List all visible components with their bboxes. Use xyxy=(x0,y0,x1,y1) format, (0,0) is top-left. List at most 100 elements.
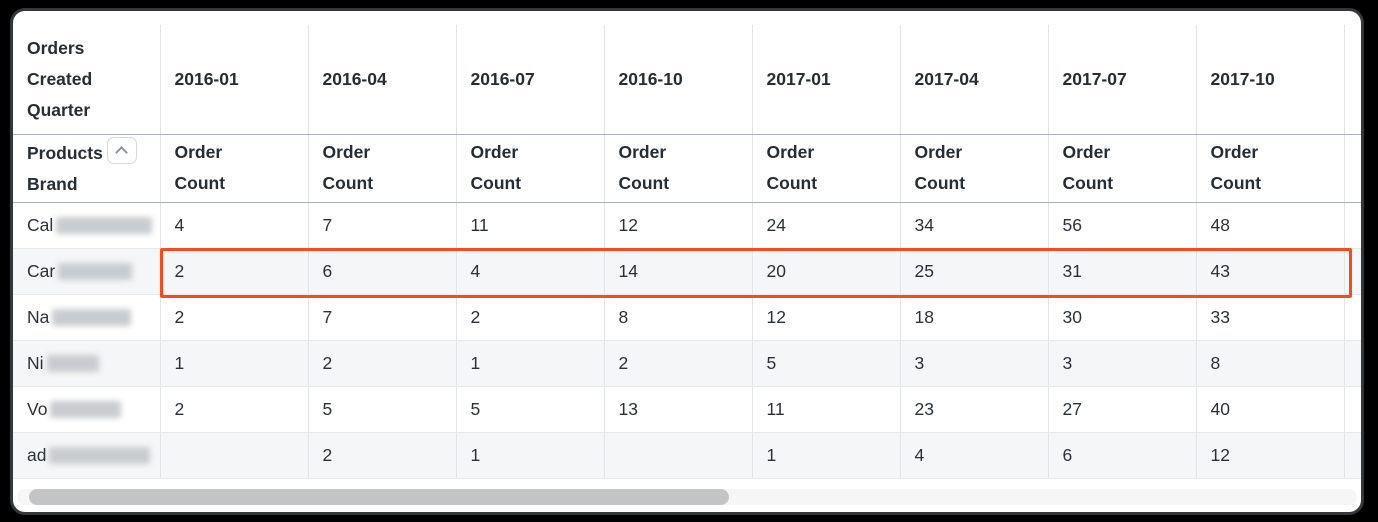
order-count-cell[interactable]: 1 xyxy=(752,432,901,479)
order-count-cell[interactable]: 12 xyxy=(752,294,901,341)
measure-header[interactable]: Order Count xyxy=(900,134,1049,203)
dimension-label-line1: Products xyxy=(27,142,103,163)
order-count-cell[interactable]: 25 xyxy=(900,248,1049,295)
order-count-cell[interactable]: 1 xyxy=(160,340,309,387)
order-count-cell[interactable]: 2 xyxy=(604,340,753,387)
clipped-column-stub xyxy=(1344,248,1361,295)
order-count-cell[interactable]: 34 xyxy=(900,202,1049,249)
quarter-label: 2017-01 xyxy=(766,68,831,89)
sort-chevron-button[interactable] xyxy=(106,136,137,164)
clipped-column-stub xyxy=(1344,25,1361,135)
brand-cell[interactable]: Na xyxy=(13,294,161,341)
quarter-header[interactable]: 2016-04 xyxy=(308,25,457,135)
brand-cell[interactable]: Car xyxy=(13,248,161,295)
order-count-cell[interactable]: 8 xyxy=(1196,340,1345,387)
table-row: ad 2 1 1 4 6 12 xyxy=(13,432,1361,479)
order-count-cell[interactable]: 12 xyxy=(604,202,753,249)
order-count-cell[interactable] xyxy=(160,432,309,479)
brand-cell[interactable]: Ni xyxy=(13,340,161,387)
order-count-cell[interactable]: 14 xyxy=(604,248,753,295)
order-count-cell[interactable]: 2 xyxy=(160,294,309,341)
order-count-cell[interactable]: 33 xyxy=(1196,294,1345,341)
brand-cell[interactable]: Cal xyxy=(13,202,161,249)
order-count-cell[interactable]: 3 xyxy=(1048,340,1197,387)
order-count-cell[interactable]: 7 xyxy=(308,294,457,341)
quarter-header[interactable]: 2017-07 xyxy=(1048,25,1197,135)
table-row: Cal 4 7 11 12 24 34 56 48 xyxy=(13,202,1361,249)
order-count-cell[interactable]: 24 xyxy=(752,202,901,249)
quarter-header[interactable]: 2017-10 xyxy=(1196,25,1345,135)
measure-header[interactable]: Order Count xyxy=(308,134,457,203)
horizontal-scrollbar-track[interactable] xyxy=(17,489,1357,505)
order-count-cell[interactable]: 5 xyxy=(752,340,901,387)
order-count-cell[interactable]: 3 xyxy=(900,340,1049,387)
order-count-cell[interactable]: 7 xyxy=(308,202,457,249)
order-count-cell[interactable]: 56 xyxy=(1048,202,1197,249)
order-count-cell[interactable]: 2 xyxy=(160,386,309,433)
order-count-cell[interactable]: 13 xyxy=(604,386,753,433)
order-count-cell[interactable]: 4 xyxy=(900,432,1049,479)
order-count-cell[interactable]: 31 xyxy=(1048,248,1197,295)
measure-header[interactable]: Order Count xyxy=(160,134,309,203)
measure-header[interactable]: Order Count xyxy=(1048,134,1197,203)
quarter-label: 2016-10 xyxy=(618,68,683,89)
measure-label: Order Count xyxy=(766,142,818,193)
order-count-cell[interactable]: 11 xyxy=(752,386,901,433)
measure-header[interactable]: Order Count xyxy=(456,134,605,203)
order-count-cell[interactable]: 43 xyxy=(1196,248,1345,295)
measure-header[interactable]: Order Count xyxy=(1196,134,1345,203)
order-count-cell[interactable]: 48 xyxy=(1196,202,1345,249)
quarter-header[interactable]: 2016-01 xyxy=(160,25,309,135)
table-row: Na 2 7 2 8 12 18 30 33 xyxy=(13,294,1361,341)
order-count-cell[interactable]: 30 xyxy=(1048,294,1197,341)
corner-header: Orders Created Quarter xyxy=(13,25,161,135)
quarter-header[interactable]: 2016-07 xyxy=(456,25,605,135)
order-count-cell[interactable]: 5 xyxy=(308,386,457,433)
brand-cell[interactable]: ad xyxy=(13,432,161,479)
order-count-cell[interactable]: 2 xyxy=(160,248,309,295)
brand-smudge xyxy=(52,308,132,326)
order-count-cell[interactable]: 5 xyxy=(456,386,605,433)
clipped-column-stub xyxy=(1344,386,1361,433)
order-count-cell[interactable]: 4 xyxy=(456,248,605,295)
measure-header-row: Products Brand Order Count Order Count O… xyxy=(13,134,1361,203)
order-count-cell[interactable]: 40 xyxy=(1196,386,1345,433)
quarter-header[interactable]: 2017-04 xyxy=(900,25,1049,135)
order-count-cell[interactable]: 18 xyxy=(900,294,1049,341)
order-count-cell[interactable]: 6 xyxy=(1048,432,1197,479)
dimension-label-line2: Brand xyxy=(27,173,78,194)
order-count-cell[interactable]: 2 xyxy=(456,294,605,341)
horizontal-scrollbar-thumb[interactable] xyxy=(29,489,729,505)
dimension-header[interactable]: Products Brand xyxy=(13,134,161,203)
brand-smudge xyxy=(58,262,133,280)
order-count-cell[interactable]: 23 xyxy=(900,386,1049,433)
measure-header[interactable]: Order Count xyxy=(604,134,753,203)
quarter-label: 2016-07 xyxy=(470,68,535,89)
order-count-cell[interactable] xyxy=(604,432,753,479)
order-count-cell[interactable]: 2 xyxy=(308,340,457,387)
quarter-label: 2016-04 xyxy=(322,68,387,89)
measure-label: Order Count xyxy=(174,142,226,193)
quarter-label: 2017-10 xyxy=(1210,68,1275,89)
quarter-header[interactable]: 2016-10 xyxy=(604,25,753,135)
brand-prefix: Ni xyxy=(27,352,44,373)
brand-prefix: Car xyxy=(27,260,56,281)
brand-prefix: Vo xyxy=(27,398,48,419)
order-count-cell[interactable]: 4 xyxy=(160,202,309,249)
order-count-cell[interactable]: 11 xyxy=(456,202,605,249)
order-count-cell[interactable]: 1 xyxy=(456,432,605,479)
order-count-cell[interactable]: 8 xyxy=(604,294,753,341)
measure-header[interactable]: Order Count xyxy=(752,134,901,203)
order-count-cell[interactable]: 12 xyxy=(1196,432,1345,479)
quarter-header[interactable]: 2017-01 xyxy=(752,25,901,135)
order-count-cell[interactable]: 1 xyxy=(456,340,605,387)
clipped-column-stub xyxy=(1344,134,1361,203)
clipped-column-stub xyxy=(1344,340,1361,387)
order-count-cell[interactable]: 27 xyxy=(1048,386,1197,433)
order-count-cell[interactable]: 20 xyxy=(752,248,901,295)
measure-label: Order Count xyxy=(322,142,374,193)
order-count-cell[interactable]: 6 xyxy=(308,248,457,295)
order-count-cell[interactable]: 2 xyxy=(308,432,457,479)
quarter-header-row: Orders Created Quarter 2016-01 2016-04 2… xyxy=(13,25,1361,135)
brand-cell[interactable]: Vo xyxy=(13,386,161,433)
